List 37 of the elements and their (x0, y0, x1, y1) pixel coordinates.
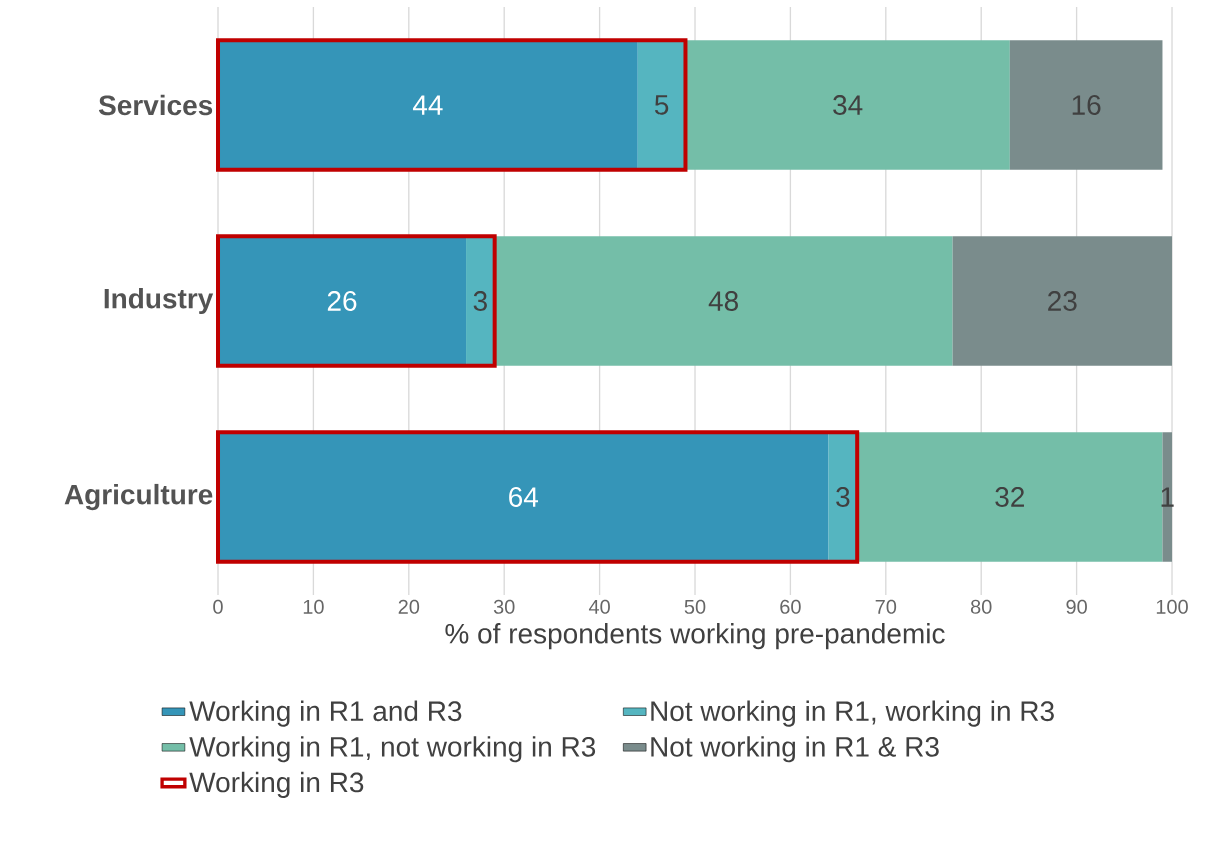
y-tick-label: Industry (104, 287, 214, 315)
data-label: 23 (1048, 291, 1077, 311)
data-label: 64 (509, 487, 539, 507)
data-label: 44 (412, 95, 443, 115)
x-tick-label: 90 (1066, 599, 1087, 614)
data-label: 48 (708, 291, 738, 311)
x-tick-label: 80 (970, 599, 992, 614)
legend-label: Working in R1, not working in R3 (189, 736, 596, 763)
data-label: 16 (1072, 95, 1101, 115)
data-label: 32 (995, 487, 1024, 507)
x-tick-label: 0 (213, 599, 223, 614)
x-tick-label: 50 (684, 599, 706, 614)
x-tick-label: 40 (588, 599, 610, 614)
y-tick-label: Agriculture (64, 483, 213, 511)
bar (637, 40, 686, 170)
x-tick-label: 70 (875, 599, 897, 614)
bar (1009, 40, 1163, 170)
x-tick-label: 10 (303, 599, 324, 614)
data-label: 26 (327, 291, 357, 311)
x-tick-label: 30 (493, 599, 515, 614)
x-tick-label: 100 (1156, 599, 1188, 614)
bar (857, 432, 1163, 562)
x-axis-title: % of respondents working pre-pandemic (445, 623, 945, 650)
legend-label: Not working in R1, working in R3 (651, 700, 1054, 727)
legend-label: Not working in R1 & R3 (651, 736, 939, 763)
bar (685, 40, 1010, 170)
y-tick-label: Services (98, 94, 213, 116)
x-tick-label: 60 (780, 599, 801, 614)
data-label: 3 (836, 487, 850, 507)
data-label: 3 (473, 291, 487, 311)
bar (952, 236, 1173, 366)
legend-label: Working in R1 and R3 (189, 700, 462, 727)
bar (494, 236, 953, 366)
data-label: 5 (654, 95, 669, 115)
x-tick-label: 20 (398, 599, 420, 614)
data-label: 34 (833, 95, 863, 115)
legend-label: Working in R3 (189, 771, 364, 798)
